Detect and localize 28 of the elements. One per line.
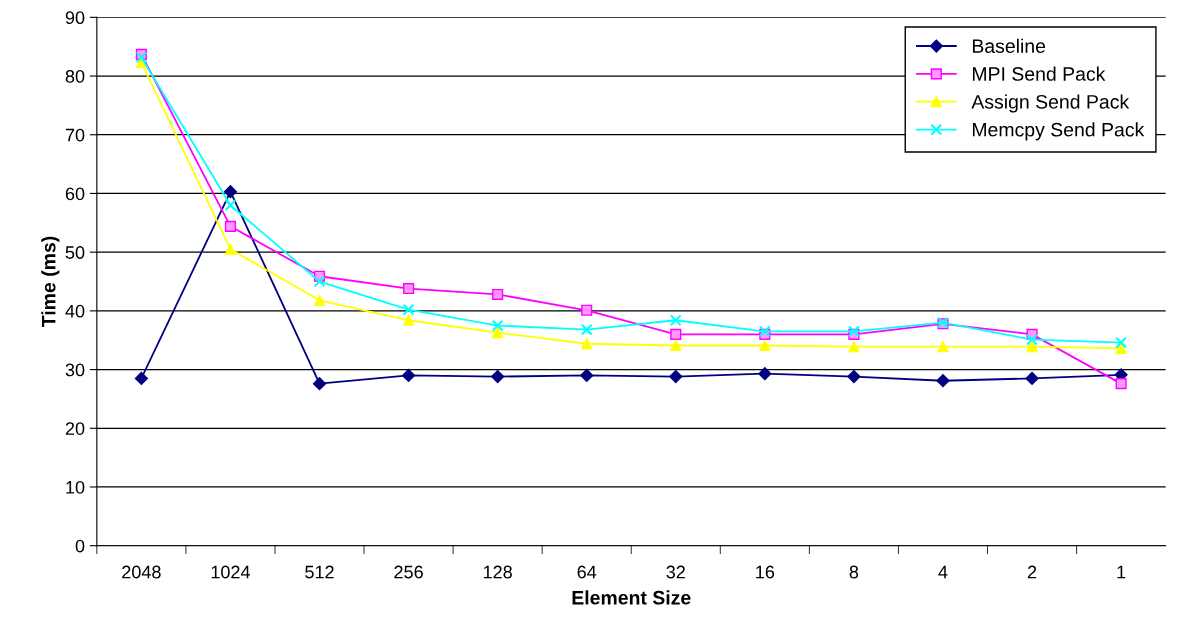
y-tick-label: 60 (65, 187, 85, 201)
legend-label: Memcpy Send Pack (972, 122, 1145, 141)
x-tick-label: 256 (394, 565, 423, 579)
x-tick-label: 8 (849, 565, 859, 579)
x-tick-label: 512 (305, 565, 334, 579)
y-tick-label: 20 (65, 422, 85, 436)
x-tick-label: 2048 (122, 565, 161, 579)
y-tick-label: 0 (75, 539, 85, 553)
y-tick-label: 30 (65, 363, 85, 377)
y-tick-label: 10 (66, 480, 85, 494)
legend-label: Assign Send Pack (971, 94, 1130, 113)
x-tick-label: 2 (1027, 565, 1037, 579)
y-tick-label: 80 (65, 69, 85, 83)
y-axis-title: Time (ms) (41, 236, 60, 328)
x-tick-label: 128 (483, 565, 512, 579)
x-tick-label: 64 (577, 565, 597, 579)
legend-label: MPI Send Pack (972, 66, 1106, 81)
x-tick-label: 32 (666, 565, 685, 579)
y-tick-label: 50 (65, 246, 85, 259)
legend-label: Baseline (972, 38, 1046, 54)
x-tick-label: 16 (756, 565, 775, 579)
x-tick-label: 4 (938, 565, 948, 579)
x-tick-label: 1024 (211, 565, 250, 579)
x-axis-title: Element Size (572, 590, 691, 605)
y-tick-label: 40 (65, 304, 85, 318)
y-tick-label: 70 (65, 128, 85, 142)
y-tick-label: 90 (65, 11, 85, 25)
x-tick-label: 1 (1117, 565, 1126, 579)
